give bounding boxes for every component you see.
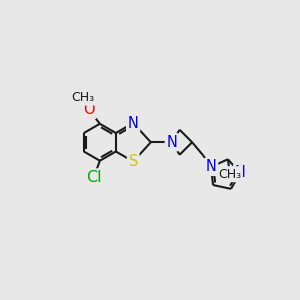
- Text: N: N: [206, 159, 217, 174]
- Text: CH₃: CH₃: [218, 168, 242, 181]
- Text: O: O: [83, 102, 95, 117]
- Text: CH₃: CH₃: [71, 91, 94, 104]
- Text: N: N: [235, 166, 246, 181]
- Text: S: S: [128, 154, 138, 169]
- Text: N: N: [128, 116, 139, 130]
- Text: N: N: [167, 135, 177, 150]
- Text: Cl: Cl: [86, 170, 101, 185]
